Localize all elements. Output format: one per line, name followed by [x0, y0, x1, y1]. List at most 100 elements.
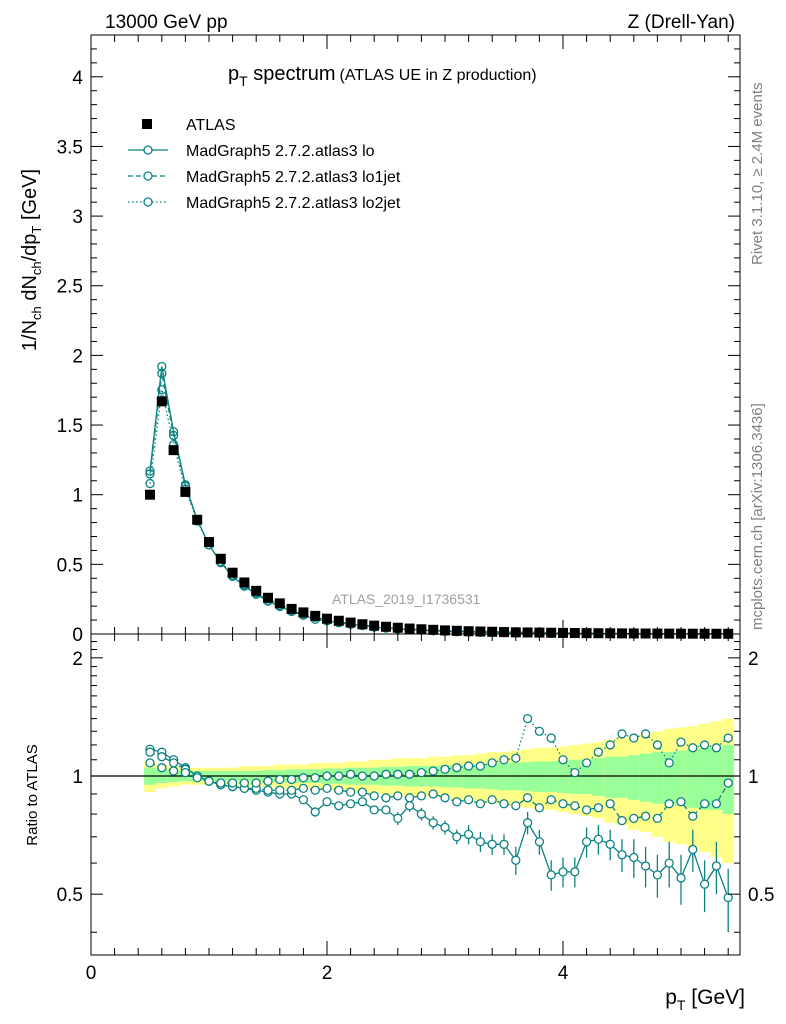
ratio-series-point-1 [546, 795, 556, 805]
band-inner-bin [651, 752, 664, 804]
band-inner-bin [710, 747, 723, 810]
ratio-series-point-0 [699, 879, 710, 889]
ratio-series-point-2 [581, 758, 592, 768]
ratio-y-tick-label: 0.5 [57, 885, 83, 906]
ratio-series-point-2 [440, 764, 450, 774]
mcplots-label: mcplots.cern.ch [arXiv:1306.3436] [749, 403, 766, 630]
ratio-series-point-1 [157, 752, 167, 762]
axis-ticks: 0 0.5 1 1.5 2 2.5 3 3.5 4 0.5 0.5 1 1 2 2 0 2 4 [57, 34, 774, 984]
ratio-series-point-1 [581, 805, 592, 815]
ratio-series-point-0 [357, 797, 368, 807]
ratio-series-point-2 [617, 729, 627, 739]
ratio-series-point-0 [570, 867, 580, 877]
data-point [274, 598, 285, 609]
main-y-tick-label: 3 [72, 207, 83, 228]
axes-frames [90, 34, 741, 956]
data-point [475, 626, 486, 637]
band-inner-bin [533, 761, 546, 793]
ratio-series-point-0 [310, 807, 320, 817]
ratio-series-point-1 [605, 799, 615, 809]
data-point [404, 623, 415, 634]
ratio-series-point-2 [416, 767, 427, 778]
data-point [286, 603, 297, 614]
ratio-series-point-2 [251, 778, 261, 788]
ratio-series-point-0 [463, 829, 474, 840]
ratio-series-point-2 [546, 733, 556, 743]
ratio-series-point-2 [688, 743, 698, 753]
data-point [617, 628, 627, 639]
title-rest: spectrum [248, 63, 336, 85]
ratio-series-point-2 [676, 737, 686, 747]
band-inner-bin [686, 749, 699, 808]
ratio-series-point-2 [286, 774, 297, 785]
ratio-series-point-0 [487, 839, 497, 849]
band-inner-bin [639, 753, 652, 802]
legend-circle-lo1jet [143, 171, 153, 181]
ratio-series-point-1 [298, 783, 309, 794]
ratio-series-point-2 [404, 769, 415, 779]
ratio-series-point-2 [593, 747, 604, 757]
ratio-series-point-2 [522, 713, 533, 724]
ratio-series-point-1 [522, 793, 533, 803]
ratio-series-point-2 [322, 771, 332, 781]
ratio-series-point-2 [699, 740, 710, 750]
ratio-series-point-2 [157, 763, 167, 773]
ratio-y-tick-label: 2 [72, 649, 83, 670]
ratio-series-point-2 [393, 769, 403, 779]
ratio-series-point-2 [239, 778, 250, 788]
data-point [569, 628, 580, 639]
band-inner-bin [557, 760, 569, 794]
ratio-series-point-2 [227, 778, 238, 788]
main-y-tick-label: 2.5 [57, 277, 83, 298]
ratio-y-tick-label-right: 2 [748, 649, 759, 670]
ratio-series-point-1 [286, 785, 297, 795]
ratio-series-point-2 [499, 755, 509, 765]
ratio-series-point-1 [404, 793, 415, 803]
ratio-series-point-1 [711, 799, 722, 809]
ratio-series-point-0 [381, 805, 391, 815]
ratio-series-point-2 [629, 733, 639, 743]
data-point [145, 489, 155, 500]
ratio-y-tick-label: 1 [72, 767, 83, 788]
data-point [322, 613, 332, 624]
ratio-series-point-1 [475, 799, 486, 809]
ratio-series-point-1 [428, 789, 438, 799]
data-point [251, 585, 262, 596]
data-point [227, 567, 238, 578]
band-inner-bin [545, 761, 558, 793]
ratio-series-point-2 [381, 769, 391, 779]
ratio-series-point-1 [593, 803, 604, 813]
x-tick-label: 0 [86, 963, 97, 984]
data-point [204, 537, 214, 548]
ratio-series-point-1 [381, 793, 391, 803]
ratio-series-point-2 [487, 758, 497, 768]
data-point [593, 628, 604, 639]
ratio-series-point-0 [369, 805, 379, 815]
band-inner-bin [663, 752, 676, 804]
ratio-series-point-2 [652, 740, 663, 750]
ratio-series-point-2 [558, 755, 568, 765]
main-series-point-2 [157, 385, 167, 395]
ratio-y-tick-label-right: 0.5 [748, 885, 774, 906]
ratio-series-point-1 [664, 799, 674, 809]
data-point [180, 486, 191, 497]
data-point [640, 628, 651, 639]
ratio-series-point-0 [452, 832, 462, 842]
band-inner-bin [521, 762, 534, 792]
ratio-series-point-0 [593, 834, 604, 844]
legend-label-data: ATLAS [186, 117, 236, 134]
ratio-series-point-0 [322, 797, 332, 807]
legend-marker-data [142, 119, 152, 129]
main-y-axis-label: 1/Nch dNch/dpT [GeV] [19, 169, 44, 351]
main-y-tick-label: 2 [72, 346, 83, 367]
data-point [499, 627, 509, 638]
ratio-series-point-2 [369, 771, 379, 781]
ratio-series-point-0 [546, 870, 556, 880]
ratio-series-point-0 [511, 855, 521, 865]
ratio-series-point-2 [263, 776, 273, 786]
ratio-series-point-0 [416, 809, 427, 819]
legend-circle-lo2jet [143, 197, 153, 207]
ratio-series-point-1 [511, 801, 521, 811]
data-point [369, 620, 380, 631]
band-inner-bin [616, 756, 628, 798]
